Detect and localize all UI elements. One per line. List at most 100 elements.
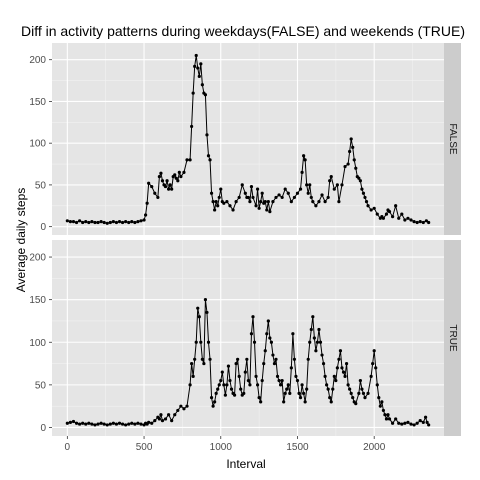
data-point [150,421,154,425]
data-point [196,66,200,70]
data-point [203,298,208,302]
data-point [384,212,389,216]
data-point [96,220,100,225]
data-point [415,421,419,425]
data-point [292,195,297,200]
data-point [377,396,381,400]
chart-title: Diff in activity patterns during weekday… [21,23,465,39]
data-point [240,183,244,187]
data-point [228,204,232,208]
data-point [163,184,168,189]
data-point [391,421,395,425]
data-point [381,408,385,413]
data-point [331,387,335,391]
data-point [130,220,134,224]
y-tick-label: 150 [29,295,46,306]
data-point [314,204,318,208]
data-point [153,419,157,423]
data-point [168,183,172,187]
data-point [170,419,174,423]
data-point [292,357,297,361]
data-point [314,349,318,353]
data-point [157,417,161,421]
data-point [272,361,277,366]
data-point [335,183,339,187]
data-point [232,393,237,397]
data-point [386,413,390,417]
data-point [217,195,221,200]
data-point [262,361,266,366]
data-point [150,184,154,189]
data-point [349,137,353,141]
data-point [332,187,336,191]
data-point [309,195,313,200]
data-point [372,349,376,353]
data-point [338,349,343,353]
data-point [176,408,180,413]
data-point [298,396,303,400]
data-point [242,391,246,395]
data-point [257,206,261,210]
data-point [81,220,85,225]
data-point [173,173,177,177]
data-point [318,340,323,344]
data-point [394,204,398,208]
data-point [208,158,212,162]
data-point [248,383,252,387]
data-point [229,387,234,391]
data-point [200,357,204,361]
data-point [308,340,312,344]
data-point [191,374,195,378]
data-point [295,379,300,383]
data-point [364,200,369,204]
data-point [105,423,109,427]
facet-panel-0: 0 50 100 150 200 FALSE [29,43,461,235]
data-point [394,417,398,421]
y-tick-label: 200 [29,253,46,264]
data-point [341,370,346,374]
data-point [237,374,241,378]
data-point [279,383,283,387]
data-point [288,391,292,395]
data-point [177,170,181,174]
data-point [346,383,350,387]
data-point [153,191,157,195]
data-point [191,91,195,95]
data-point [133,422,137,426]
data-point [147,420,151,424]
data-point [213,208,217,212]
facet-panel-1: 0 50 100 150 200 TRUE 0 500 1000 1500 2000 [29,240,461,453]
data-point [214,391,218,395]
data-point [363,195,367,200]
data-point [220,370,224,374]
data-point [323,374,327,378]
data-point [381,216,385,220]
data-point [320,353,324,357]
data-point [234,361,238,366]
data-point [412,220,416,224]
data-point [423,415,428,419]
data-point [182,170,186,174]
data-point [179,174,183,179]
data-point [337,357,341,361]
x-tick-label: 0 [65,442,71,453]
data-point [127,220,131,225]
data-point [332,374,336,378]
data-point [223,393,227,397]
data-point [157,174,161,179]
data-point [271,353,275,357]
data-point [236,357,240,361]
data-point [283,391,287,395]
data-point [302,391,306,395]
data-point [136,220,140,224]
data-point [387,210,392,214]
facet-panels: 0 50 100 150 200 FALSE 0 50 100 150 200 TRUE 0 500 100… [29,43,461,453]
data-point [199,340,203,344]
data-point [337,200,341,204]
panel-background [52,240,444,436]
data-point [384,417,389,421]
data-point [303,158,307,162]
data-point [194,53,198,58]
data-point [320,193,324,197]
